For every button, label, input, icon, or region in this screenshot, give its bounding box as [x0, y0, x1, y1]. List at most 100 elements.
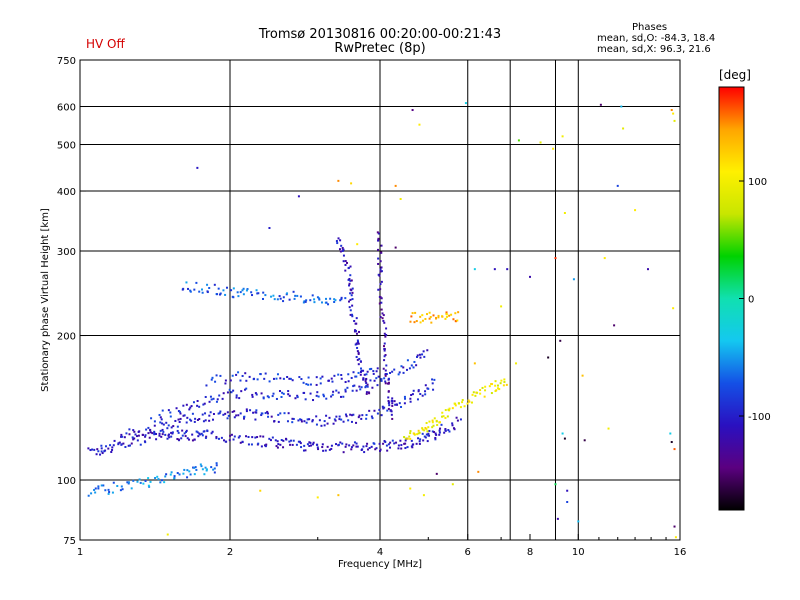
data-point	[101, 452, 104, 455]
data-point	[127, 482, 130, 485]
data-point	[178, 420, 181, 423]
data-point	[387, 382, 390, 385]
data-point	[399, 439, 402, 442]
data-point	[158, 434, 161, 437]
data-point	[377, 262, 380, 265]
data-point	[421, 314, 424, 317]
data-point	[377, 232, 380, 235]
data-point	[239, 291, 242, 294]
data-point	[431, 421, 434, 424]
data-point	[354, 343, 357, 346]
data-point	[340, 418, 343, 421]
data-point	[417, 429, 420, 432]
data-point	[421, 319, 424, 322]
data-point	[292, 439, 295, 442]
data-point	[94, 491, 97, 494]
data-point	[379, 283, 382, 286]
data-point	[145, 428, 148, 431]
data-point	[127, 481, 130, 484]
data-point	[160, 479, 163, 482]
data-point	[417, 437, 420, 440]
data-point	[330, 377, 333, 380]
data-point	[321, 446, 324, 449]
data-point	[352, 371, 355, 374]
data-point	[218, 293, 221, 296]
data-point	[446, 415, 449, 418]
data-point	[309, 299, 312, 302]
data-point	[403, 442, 406, 445]
data-point	[563, 212, 566, 215]
data-point	[111, 491, 114, 494]
data-point	[295, 443, 298, 446]
data-point	[384, 374, 387, 377]
data-point	[236, 291, 239, 294]
data-point	[183, 414, 186, 417]
data-point	[355, 445, 358, 448]
data-point	[377, 288, 380, 291]
data-point	[166, 427, 169, 430]
data-point	[463, 405, 466, 408]
data-point	[216, 293, 219, 296]
data-point	[181, 434, 184, 437]
data-point	[444, 317, 447, 320]
data-point	[360, 449, 363, 452]
data-point	[335, 389, 338, 392]
data-point	[244, 388, 247, 391]
data-point	[257, 442, 260, 445]
data-point	[297, 195, 300, 198]
data-point	[380, 379, 383, 382]
data-point	[138, 478, 141, 481]
data-point	[441, 411, 444, 414]
data-point	[177, 438, 180, 441]
data-point	[488, 385, 491, 388]
data-point	[390, 410, 393, 413]
data-point	[259, 435, 262, 438]
data-point	[348, 284, 351, 287]
y-tick-label: 100	[57, 476, 76, 487]
data-point	[110, 451, 113, 454]
data-point	[108, 491, 111, 494]
data-point	[337, 179, 340, 182]
data-point	[282, 296, 285, 299]
data-point	[202, 403, 205, 406]
data-point	[277, 413, 280, 416]
data-point	[382, 442, 385, 445]
data-point	[109, 444, 112, 447]
data-point	[435, 433, 438, 436]
data-point	[325, 414, 328, 417]
data-point	[376, 384, 379, 387]
data-point	[193, 473, 196, 476]
data-point	[335, 443, 338, 446]
data-point	[350, 182, 353, 185]
data-point	[433, 431, 436, 434]
data-point	[93, 488, 96, 491]
data-point	[159, 429, 162, 432]
data-point	[307, 376, 310, 379]
data-point	[418, 442, 421, 445]
data-point	[397, 444, 400, 447]
data-point	[670, 441, 673, 444]
phase-stats-o: mean, sd,O: -84.3, 18.4	[597, 33, 716, 44]
data-point	[121, 435, 124, 438]
data-point	[384, 335, 387, 338]
data-point	[186, 287, 189, 290]
data-point	[342, 254, 345, 257]
data-point	[347, 267, 350, 270]
data-point	[344, 390, 347, 393]
colorbar-unit-label: [deg]	[719, 68, 751, 82]
data-point	[255, 393, 258, 396]
data-point	[144, 479, 147, 482]
data-point	[264, 412, 267, 415]
data-point	[161, 433, 164, 436]
data-point	[348, 306, 351, 309]
x-tick-label: 10	[572, 547, 585, 558]
data-point	[400, 405, 403, 408]
data-point	[262, 435, 265, 438]
x-tick-label: 16	[674, 547, 687, 558]
data-point	[357, 371, 360, 374]
data-point	[434, 436, 437, 439]
data-point	[237, 414, 240, 417]
data-point	[147, 432, 150, 435]
data-point	[400, 447, 403, 450]
data-point	[158, 413, 161, 416]
